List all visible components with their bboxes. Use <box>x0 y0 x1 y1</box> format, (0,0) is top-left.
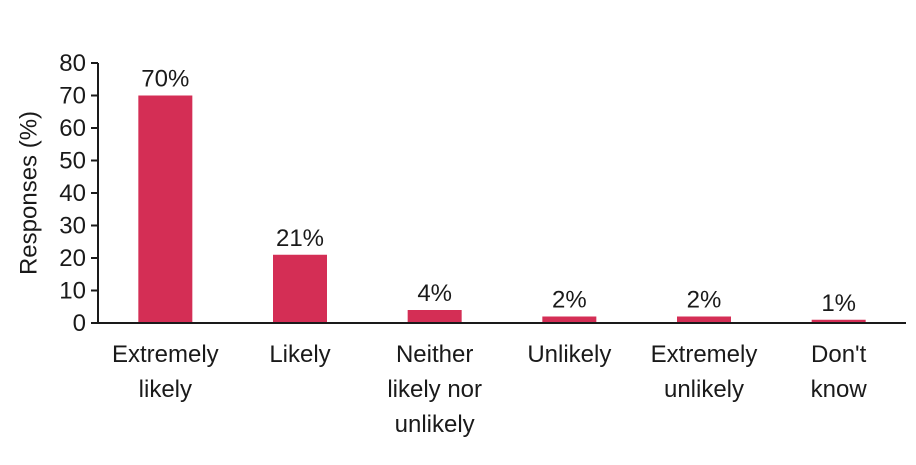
data-label: 2% <box>687 287 722 314</box>
axes <box>97 63 906 324</box>
category-label: unlikely <box>395 411 475 438</box>
bars <box>138 95 866 323</box>
category-label: Unlikely <box>527 341 611 368</box>
category-label: likely <box>139 376 192 403</box>
category-labels: Extremely likely Likely Neither likely nor un… <box>112 341 867 438</box>
y-tick-label: 60 <box>59 115 86 142</box>
y-tick-label: 0 <box>73 310 86 337</box>
y-tick-label: 50 <box>59 148 86 175</box>
category-label: know <box>811 376 868 403</box>
category-label: unlikely <box>664 376 744 403</box>
data-label: 21% <box>276 225 324 252</box>
category-label: likely nor <box>387 376 482 403</box>
y-axis-ticks: 0 10 20 30 40 50 60 70 80 <box>59 50 98 337</box>
bar <box>273 254 327 323</box>
y-tick-label: 20 <box>59 245 86 272</box>
data-label: 1% <box>821 290 856 317</box>
bar <box>138 95 193 323</box>
bar <box>677 316 731 323</box>
y-axis-title-group: Responses (%) <box>15 111 42 275</box>
category-label: Neither <box>396 341 473 368</box>
category-label: Extremely <box>651 341 758 368</box>
data-label: 2% <box>552 287 587 314</box>
data-labels: 70% 21% 4% 2% 2% 1% <box>141 66 856 317</box>
bar <box>811 319 866 323</box>
category-label: Likely <box>269 341 330 368</box>
category-label: Don't <box>811 341 867 368</box>
y-tick-label: 70 <box>59 83 86 110</box>
data-label: 4% <box>417 280 452 307</box>
y-tick-label: 10 <box>59 278 86 305</box>
y-tick-label: 30 <box>59 213 86 240</box>
category-label: Extremely <box>112 341 219 368</box>
y-tick-label: 40 <box>59 180 86 207</box>
bar <box>407 310 462 323</box>
y-tick-label: 80 <box>59 50 86 77</box>
bar <box>542 316 597 323</box>
y-axis-title: Responses (%) <box>15 111 42 275</box>
data-label: 70% <box>141 66 189 93</box>
